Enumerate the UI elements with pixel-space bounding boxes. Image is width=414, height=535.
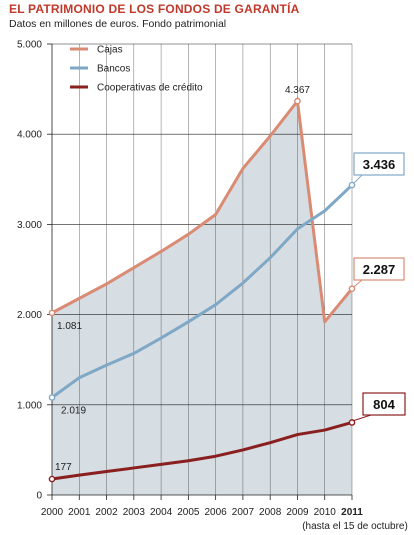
legend-label: Cooperativas de crédito — [97, 83, 203, 94]
callout-box — [353, 152, 405, 176]
legend-label: Bancos — [97, 64, 130, 75]
data-point — [48, 394, 56, 401]
x-tick-label: 2005 — [177, 507, 200, 518]
data-point — [348, 419, 356, 426]
x-tick-label: 2009 — [286, 507, 309, 518]
data-annotation: 1.081 — [57, 321, 82, 332]
cajas-line — [50, 99, 354, 324]
y-tick-label: 3.000 — [17, 220, 42, 231]
callout-value: 804 — [373, 397, 395, 412]
callout-leader — [353, 174, 363, 184]
x-tick-label: 2010 — [314, 507, 337, 518]
x-tick-label: 2006 — [205, 507, 228, 518]
x-tick-label: 2002 — [95, 507, 118, 518]
callout-value: 3.436 — [363, 157, 396, 172]
x-tick-label: 2008 — [259, 507, 282, 518]
data-annotation: 4.367 — [285, 85, 310, 96]
x-tick-label: 2007 — [232, 507, 255, 518]
callout-leader — [353, 279, 363, 288]
callout-box — [362, 392, 406, 416]
y-tick-label: 2.000 — [17, 310, 42, 321]
cooperativas-line — [50, 420, 354, 481]
y-tick-label: 4.000 — [17, 130, 42, 141]
x-tick-label: 2001 — [68, 507, 91, 518]
data-annotation: 2.019 — [61, 405, 86, 416]
x-tick-label: 2004 — [150, 507, 173, 518]
callout-value: 2.287 — [363, 262, 396, 277]
y-tick-label: 0 — [36, 491, 42, 502]
legend-label: Cajas — [97, 45, 123, 56]
cajas-area-fill — [52, 101, 352, 495]
x-tick-label: 2011 — [341, 507, 363, 518]
data-point — [48, 309, 56, 317]
y-tick-label: 5.000 — [17, 40, 42, 51]
callout-box — [353, 257, 405, 281]
data-point — [48, 475, 56, 483]
chart-subtitle: Datos en millones de euros. Fondo patrim… — [9, 18, 227, 30]
data-point — [348, 285, 356, 293]
callout-leader — [353, 414, 372, 421]
data-point — [348, 181, 356, 189]
x-tick-label: 2003 — [123, 507, 146, 518]
x-axis-note: (hasta el 15 de octubre) — [302, 521, 408, 532]
data-annotation: 177 — [55, 462, 72, 473]
bancos-line — [50, 183, 354, 399]
data-point — [294, 97, 301, 105]
x-tick-label: 2000 — [41, 507, 64, 518]
y-tick-label: 1.000 — [17, 400, 42, 411]
chart-title: EL PATRIMONIO DE LOS FONDOS DE GARANTÍA — [9, 2, 300, 16]
